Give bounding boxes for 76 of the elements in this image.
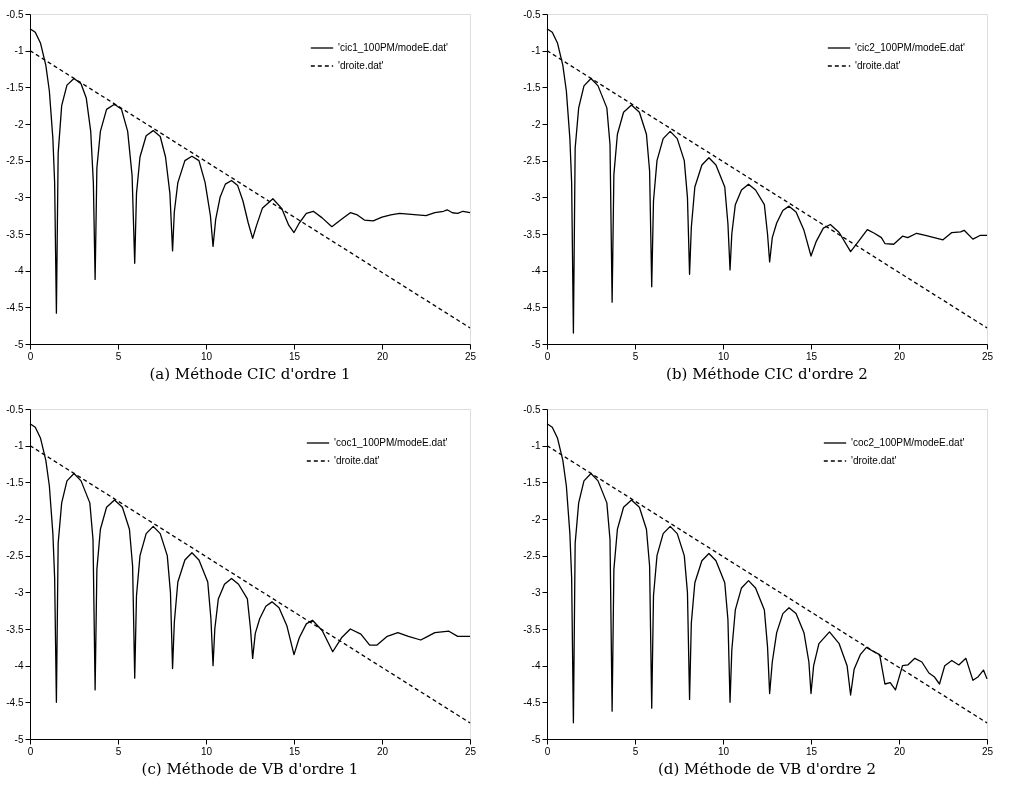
x-tick-label: 0: [544, 745, 551, 757]
text: (c) Méthode de VB d'ordre 1: [141, 760, 359, 778]
text: (a) Méthode CIC d'ordre 1: [149, 365, 351, 383]
x-tick-label: 20: [893, 745, 906, 757]
y-tick-label: -1: [14, 45, 24, 57]
y-tick-label: -1.5: [6, 476, 24, 488]
y-tick-label: -0.5: [523, 403, 541, 415]
x-tick-label: 0: [27, 350, 34, 362]
y-tick-label: -0.5: [6, 403, 24, 415]
y-tick-label: -0.5: [523, 8, 541, 20]
legend-label: 'droite.dat': [334, 455, 380, 466]
x-tick-label: 10: [717, 350, 730, 362]
x-tick-label: 15: [805, 745, 818, 757]
x-tick-label: 25: [981, 745, 994, 757]
y-tick-label: -2.5: [6, 550, 24, 562]
y-tick-label: -5: [14, 733, 24, 745]
x-tick-label: 5: [115, 745, 122, 757]
x-tick-label: 5: [632, 350, 639, 362]
y-tick-label: -2: [14, 118, 24, 130]
y-tick-label: -2.5: [523, 550, 541, 562]
y-tick-label: -4.5: [523, 301, 541, 313]
x-tick-label: 10: [200, 350, 213, 362]
x-tick-label: 15: [805, 350, 818, 362]
y-tick-label: -1: [531, 440, 541, 452]
y-tick-label: -4: [14, 660, 24, 672]
y-tick-label: -1: [14, 440, 24, 452]
y-tick-label: -3.5: [523, 228, 541, 240]
x-tick-label: 20: [893, 350, 906, 362]
legend-label: 'cic2_100PM/modeE.dat': [855, 42, 966, 53]
y-tick-label: -4.5: [6, 696, 24, 708]
y-tick-label: -3.5: [6, 623, 24, 635]
y-tick-label: -1.5: [523, 476, 541, 488]
legend-label: 'cic1_100PM/modeE.dat': [338, 42, 449, 53]
legend-label: 'droite.dat': [338, 60, 384, 71]
y-tick-label: -3: [531, 586, 541, 598]
y-tick-label: -3: [14, 586, 24, 598]
y-tick-label: -4: [14, 265, 24, 277]
x-tick-label: 25: [464, 745, 477, 757]
x-tick-label: 5: [632, 745, 639, 757]
legend-label: 'droite.dat': [855, 60, 901, 71]
text: (b) Méthode CIC d'ordre 2: [666, 365, 868, 383]
y-tick-label: -2.5: [6, 155, 24, 167]
x-tick-label: 10: [200, 745, 213, 757]
y-tick-label: -5: [531, 733, 541, 745]
y-tick-label: -1.5: [523, 81, 541, 93]
x-tick-label: 15: [288, 350, 301, 362]
y-tick-label: -1.5: [6, 81, 24, 93]
y-tick-label: -4: [531, 660, 541, 672]
y-tick-label: -1: [531, 45, 541, 57]
y-tick-label: -4.5: [6, 301, 24, 313]
x-tick-label: 0: [27, 745, 34, 757]
text: (d) Méthode de VB d'ordre 2: [657, 760, 877, 778]
y-tick-label: -0.5: [6, 8, 24, 20]
legend-label: 'coc1_100PM/modeE.dat': [334, 437, 448, 448]
y-tick-label: -3: [531, 191, 541, 203]
x-tick-label: 20: [376, 350, 389, 362]
y-tick-label: -3.5: [6, 228, 24, 240]
y-tick-label: -4.5: [523, 696, 541, 708]
x-tick-label: 25: [464, 350, 477, 362]
y-tick-label: -3.5: [523, 623, 541, 635]
x-tick-label: 15: [288, 745, 301, 757]
y-tick-label: -5: [14, 338, 24, 350]
x-tick-label: 5: [115, 350, 122, 362]
x-tick-label: 25: [981, 350, 994, 362]
y-tick-label: -2: [531, 118, 541, 130]
y-tick-label: -2.5: [523, 155, 541, 167]
y-tick-label: -2: [14, 513, 24, 525]
x-tick-label: 20: [376, 745, 389, 757]
y-tick-label: -5: [531, 338, 541, 350]
legend-label: 'coc2_100PM/modeE.dat': [851, 437, 965, 448]
y-tick-label: -4: [531, 265, 541, 277]
x-tick-label: 0: [544, 350, 551, 362]
y-tick-label: -3: [14, 191, 24, 203]
x-tick-label: 10: [717, 745, 730, 757]
legend-label: 'droite.dat': [851, 455, 897, 466]
y-tick-label: -2: [531, 513, 541, 525]
